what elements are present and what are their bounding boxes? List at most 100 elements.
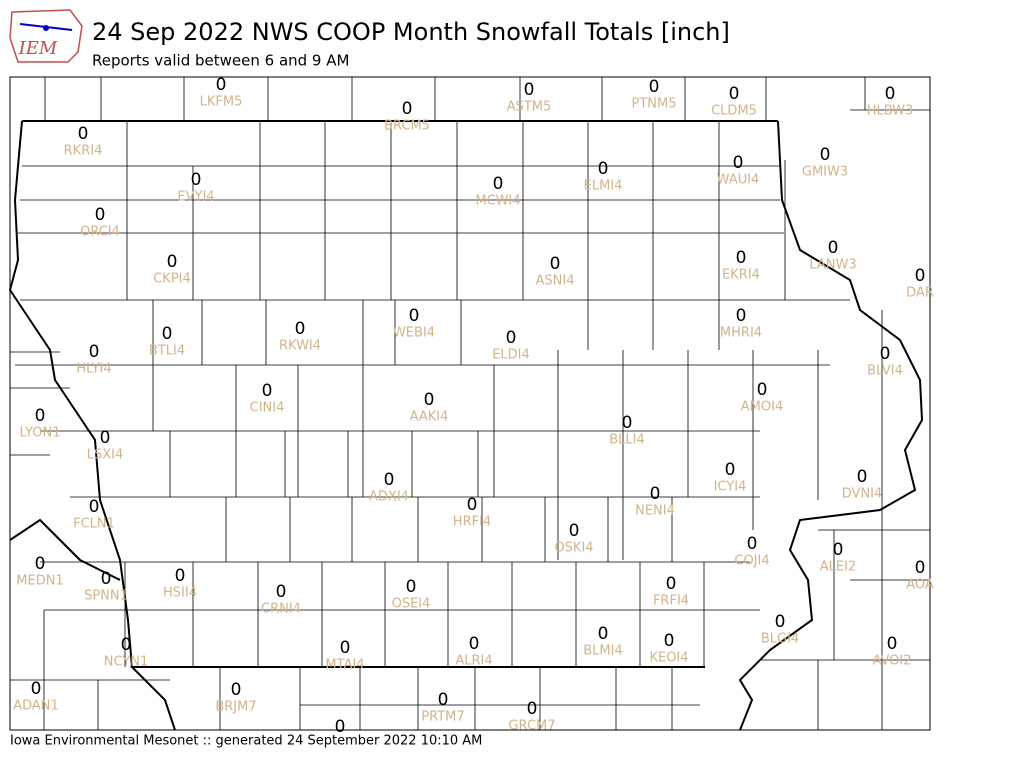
station-id: AAKI4 [410, 410, 449, 425]
station-id: WAUI4 [717, 173, 760, 188]
station-id: EVYI4 [177, 190, 214, 205]
station-value: 0 [89, 342, 100, 362]
station-id: ALEI2 [820, 560, 856, 575]
logo-text: IEM [18, 38, 58, 59]
station-value: 0 [506, 328, 517, 348]
station-value: 0 [550, 254, 561, 274]
station-id: BRJM7 [215, 700, 256, 715]
station-id: HLYI4 [76, 362, 111, 377]
station-id: AMOI4 [741, 400, 783, 415]
station-value: 0 [35, 406, 46, 426]
station-id: CRNI4 [261, 602, 301, 617]
station-value: 0 [747, 534, 758, 554]
station-id: HRFI4 [453, 515, 491, 530]
station-value: 0 [650, 484, 661, 504]
station-value: 0 [915, 266, 926, 286]
station-id: EKRI4 [722, 268, 760, 283]
station-value: 0 [757, 380, 768, 400]
station-value: 0 [666, 574, 677, 594]
station-value: 0 [402, 99, 413, 119]
station-value: 0 [31, 679, 42, 699]
station-id: MEDN1 [16, 574, 63, 589]
station-value: 0 [733, 153, 744, 173]
station-id: ICYI4 [714, 480, 747, 495]
station-value: 0 [78, 124, 89, 144]
station-id: MTAI4 [325, 658, 364, 673]
station-value: 0 [121, 635, 132, 655]
station-value: 0 [467, 495, 478, 515]
station-id: AOA [906, 578, 934, 593]
station-value: 0 [216, 75, 227, 95]
station-value: 0 [89, 497, 100, 517]
station-value: 0 [231, 680, 242, 700]
station-id: ELDI4 [492, 348, 530, 363]
station-value: 0 [100, 428, 111, 448]
station-value: 0 [569, 521, 580, 541]
station-value: 0 [736, 306, 747, 326]
station-id: GRCM7 [508, 719, 555, 734]
station-value: 0 [725, 460, 736, 480]
station-value: 0 [885, 84, 896, 104]
station-id: COJI4 [734, 554, 769, 569]
station-id: BLMI4 [583, 644, 622, 659]
station-value: 0 [469, 634, 480, 654]
station-value: 0 [335, 717, 346, 737]
station-value: 0 [262, 381, 273, 401]
station-id: MHRI4 [720, 326, 762, 341]
station-value: 0 [880, 344, 891, 364]
station-id: WEBI4 [393, 326, 435, 341]
station-value: 0 [887, 634, 898, 654]
station-value: 0 [524, 80, 535, 100]
station-id: PTNM5 [632, 97, 677, 112]
station-id: FCLN1 [73, 517, 115, 532]
logo: IEM [9, 9, 83, 63]
station-value: 0 [598, 159, 609, 179]
station-id: ASNI4 [536, 274, 575, 289]
station-id: ASTM5 [507, 100, 552, 115]
station-id: RKRI4 [64, 144, 103, 159]
station-value: 0 [167, 252, 178, 272]
station-value: 0 [406, 577, 417, 597]
station-id: ADAN1 [13, 699, 59, 714]
station-value: 0 [175, 566, 186, 586]
station-id: BLLI4 [609, 433, 645, 448]
station-id: KEOI4 [649, 651, 688, 666]
station-id: ADXI4 [369, 490, 409, 505]
station-id: PRTM7 [421, 710, 464, 725]
station-id: LYON1 [20, 426, 61, 441]
station-id: OSKI4 [554, 541, 593, 556]
title: 24 Sep 2022 NWS COOP Month Snowfall Tota… [92, 18, 730, 46]
station-value: 0 [424, 390, 435, 410]
station-value: 0 [622, 413, 633, 433]
station-id: HSII4 [163, 586, 197, 601]
station-id: RKWI4 [279, 339, 321, 354]
station-id: GMIW3 [802, 165, 848, 180]
station-id: BLVI4 [867, 364, 903, 379]
station-id: BLGI4 [761, 632, 799, 647]
state-boundaries [8, 120, 924, 731]
station-id: AVOI2 [872, 654, 911, 669]
station-value: 0 [857, 467, 868, 487]
station-value: 0 [340, 638, 351, 658]
station-id: LKFM5 [200, 95, 243, 110]
station-value: 0 [664, 631, 675, 651]
county-lines [10, 77, 930, 730]
footer: Iowa Environmental Mesonet :: generated … [10, 734, 482, 749]
station-id: NENI4 [635, 504, 675, 519]
station-id: CINI4 [250, 401, 285, 416]
station-id: NCYN1 [104, 655, 149, 670]
station-id: DAR [906, 286, 934, 301]
subtitle: Reports valid between 6 and 9 AM [92, 52, 349, 70]
station-value: 0 [493, 174, 504, 194]
station-value: 0 [191, 170, 202, 190]
station-id: DVNI4 [842, 487, 883, 502]
station-id: BRCM5 [384, 119, 430, 134]
station-value: 0 [820, 145, 831, 165]
station-value: 0 [409, 306, 420, 326]
station-value: 0 [649, 77, 660, 97]
station-value: 0 [729, 84, 740, 104]
station-value: 0 [527, 699, 538, 719]
